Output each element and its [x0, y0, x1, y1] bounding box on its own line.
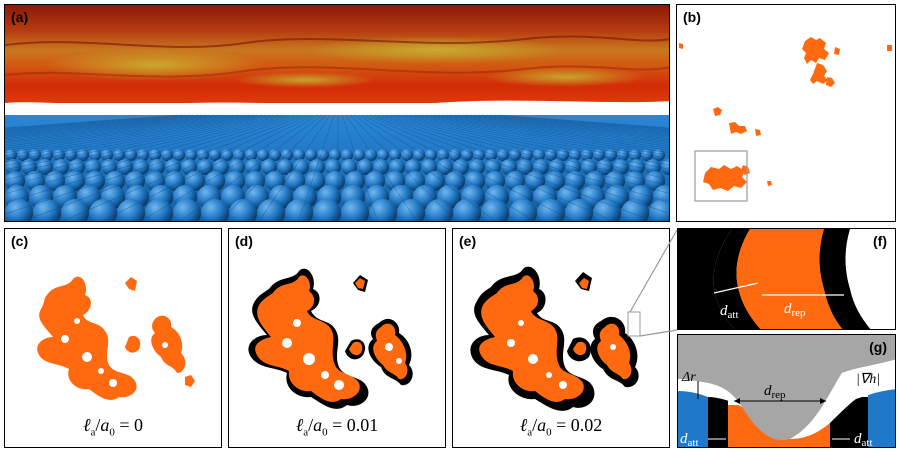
panel-c-label: (c) — [11, 233, 29, 249]
panel-c-caption: ℓa/a0 = 0 — [82, 415, 144, 439]
g-grad-h-label: |∇h| — [856, 372, 880, 387]
panel-g-label: (g) — [869, 339, 887, 355]
panel-e-caption: ℓa/a0 = 0.02 — [519, 415, 603, 439]
f-drep-label: drep — [784, 301, 806, 319]
panel-c: (c) ℓa/a0 = 0 — [4, 228, 222, 448]
panel-d: (d) ℓa/a0 = 0.01 — [228, 228, 446, 448]
g-datt-left-label: datt — [680, 431, 699, 448]
cross-section-g: Δr |∇h| drep datt datt — [678, 335, 895, 448]
panel-a: (a) — [4, 4, 670, 222]
panel-a-label: (a) — [11, 9, 29, 25]
f-datt-label: datt — [720, 303, 739, 321]
panel-d-caption: ℓa/a0 = 0.01 — [295, 415, 379, 439]
panel-b-label: (b) — [683, 9, 701, 25]
panel-f-label: (f) — [873, 233, 887, 249]
contact-map-c — [37, 276, 195, 400]
g-datt-right-label: datt — [854, 431, 873, 448]
zoom-box — [694, 150, 748, 202]
panel-b: (b) — [676, 4, 896, 222]
contact-map-d — [248, 268, 413, 409]
contact-map-b — [679, 37, 892, 202]
zoom-view-f: datt drep — [678, 229, 871, 329]
contact-map-e — [470, 266, 639, 411]
contact-patches-c — [37, 276, 195, 400]
g-delta-r-label: Δr — [681, 370, 696, 385]
panel-g: Δr |∇h| drep datt datt (g) — [677, 334, 896, 448]
panel-f: datt drep (f) — [677, 228, 896, 330]
panel-d-label: (d) — [235, 233, 253, 249]
panel-e: (e) ℓa/a0 = 0.02 — [452, 228, 670, 448]
panel-a-render — [5, 5, 669, 221]
panel-e-label: (e) — [459, 233, 477, 249]
g-drep-label: drep — [764, 383, 786, 401]
